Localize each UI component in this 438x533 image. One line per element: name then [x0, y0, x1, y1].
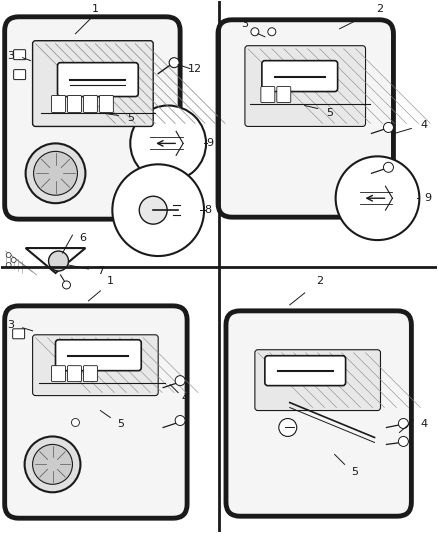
Text: 2: 2 — [376, 4, 383, 14]
FancyBboxPatch shape — [52, 95, 66, 112]
Circle shape — [25, 143, 85, 203]
FancyBboxPatch shape — [226, 311, 411, 516]
Circle shape — [384, 163, 393, 172]
Circle shape — [49, 251, 68, 271]
Circle shape — [63, 281, 71, 289]
Text: 3: 3 — [7, 320, 14, 330]
Circle shape — [399, 437, 408, 447]
Text: 1: 1 — [107, 276, 114, 286]
Text: 3: 3 — [241, 19, 248, 29]
FancyBboxPatch shape — [5, 17, 180, 219]
Circle shape — [71, 418, 79, 426]
FancyBboxPatch shape — [99, 95, 113, 112]
Circle shape — [336, 156, 419, 240]
Text: 5: 5 — [351, 467, 358, 478]
Text: 4: 4 — [181, 393, 189, 402]
FancyBboxPatch shape — [218, 20, 393, 217]
Circle shape — [384, 123, 393, 132]
Text: 6: 6 — [79, 233, 86, 243]
Circle shape — [139, 196, 167, 224]
FancyBboxPatch shape — [262, 61, 338, 92]
Circle shape — [6, 263, 11, 268]
Text: 7: 7 — [97, 266, 104, 276]
FancyBboxPatch shape — [5, 306, 187, 518]
FancyBboxPatch shape — [32, 335, 158, 395]
Text: 5: 5 — [117, 419, 124, 430]
Text: 5: 5 — [127, 114, 134, 124]
Text: 1: 1 — [92, 4, 99, 14]
Circle shape — [279, 418, 297, 437]
Polygon shape — [25, 248, 85, 273]
Circle shape — [169, 58, 179, 68]
Text: 4: 4 — [421, 419, 428, 430]
FancyBboxPatch shape — [13, 329, 25, 339]
FancyBboxPatch shape — [32, 41, 153, 126]
FancyBboxPatch shape — [277, 86, 291, 102]
FancyBboxPatch shape — [57, 63, 138, 96]
Text: 12: 12 — [188, 63, 202, 74]
Circle shape — [112, 164, 204, 256]
Text: 3: 3 — [7, 51, 14, 61]
FancyBboxPatch shape — [56, 340, 141, 370]
Circle shape — [268, 28, 276, 36]
FancyBboxPatch shape — [245, 46, 366, 126]
FancyBboxPatch shape — [83, 95, 97, 112]
Circle shape — [25, 437, 81, 492]
Circle shape — [175, 416, 185, 425]
Circle shape — [130, 106, 206, 181]
FancyBboxPatch shape — [255, 350, 381, 410]
Circle shape — [251, 28, 259, 36]
Text: 2: 2 — [316, 276, 323, 286]
FancyBboxPatch shape — [67, 366, 81, 382]
Circle shape — [6, 253, 11, 257]
Text: 8: 8 — [205, 205, 212, 215]
FancyBboxPatch shape — [14, 70, 25, 79]
Circle shape — [175, 376, 185, 385]
FancyBboxPatch shape — [52, 366, 66, 382]
Circle shape — [34, 151, 78, 195]
Circle shape — [11, 257, 16, 263]
FancyBboxPatch shape — [265, 356, 346, 385]
Circle shape — [32, 445, 72, 484]
FancyBboxPatch shape — [14, 50, 25, 60]
Text: 9: 9 — [206, 139, 214, 148]
Text: 4: 4 — [421, 120, 428, 131]
FancyBboxPatch shape — [83, 366, 97, 382]
FancyBboxPatch shape — [261, 86, 275, 102]
Text: 5: 5 — [326, 109, 333, 118]
FancyBboxPatch shape — [67, 95, 81, 112]
Text: 9: 9 — [424, 193, 431, 203]
Circle shape — [399, 418, 408, 429]
